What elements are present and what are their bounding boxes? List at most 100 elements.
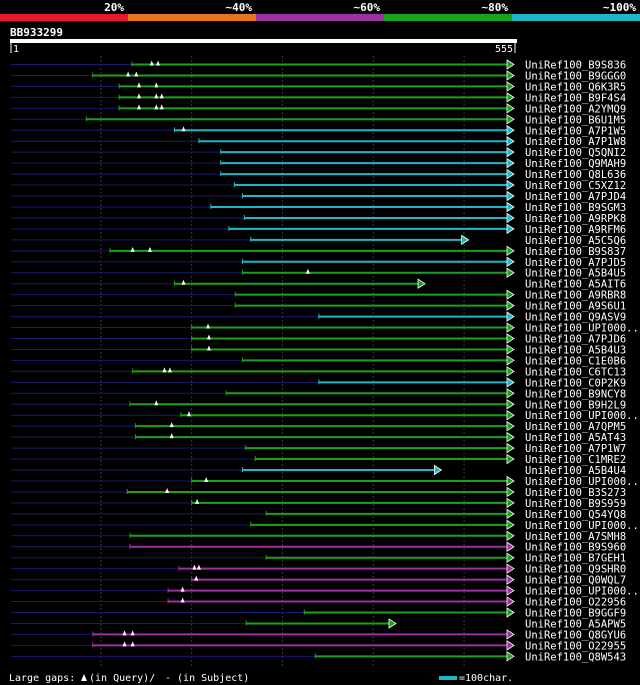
hit-row: UniRef100_A2YMQ9 — [11, 103, 626, 115]
hit-row: UniRef100_UPI000... — [11, 585, 640, 598]
hit-row: UniRef100_A7PJD5 — [11, 256, 626, 269]
hit-label: UniRef100_A7SMH8 — [525, 531, 626, 543]
query-gap-marker — [137, 82, 142, 88]
hit-arrow — [506, 640, 515, 651]
hit-label: UniRef100_B9SGM3 — [525, 202, 626, 214]
hit-arrow — [506, 267, 515, 278]
legend-bar-3 — [384, 14, 512, 21]
query-gap-marker — [159, 104, 164, 110]
hit-arrow — [506, 70, 515, 81]
hit-row: UniRef100_Q8W543 — [11, 651, 626, 663]
hit-arrow — [506, 256, 515, 268]
hit-arrow — [506, 114, 515, 125]
query-gap-marker — [169, 433, 174, 439]
hit-row: UniRef100_B7GEH1 — [11, 552, 626, 565]
hit-label: UniRef100_B9S836 — [525, 60, 626, 72]
hit-arrow — [506, 289, 515, 300]
query-gap-marker — [149, 60, 154, 66]
legend-label-2: ~60% — [354, 1, 381, 14]
query-gap-marker — [162, 367, 167, 373]
hit-row: UniRef100_C6TC13 — [11, 366, 626, 378]
hit-arrow — [506, 146, 515, 158]
hit-arrow — [506, 179, 515, 191]
hit-arrow — [506, 475, 515, 487]
hit-label: UniRef100_C1E0B6 — [525, 355, 626, 367]
query-gap-marker — [130, 641, 135, 647]
hit-arrow — [506, 322, 515, 333]
hit-arrow — [417, 278, 426, 289]
hit-arrow — [506, 311, 515, 322]
hit-label: UniRef100_Q8L636 — [525, 169, 626, 181]
legend-bar-1 — [128, 14, 256, 21]
query-ruler: 1 555 — [10, 39, 517, 55]
legend-bar-4 — [512, 14, 640, 21]
query-gap-marker — [126, 71, 131, 77]
hit-row: UniRef100_UPI000... — [11, 475, 640, 488]
query-gap-marker — [206, 323, 211, 329]
hit-arrow — [506, 223, 515, 235]
hit-row: UniRef100_A5AT43 — [11, 431, 626, 444]
hit-label: UniRef100_Q9SHR0 — [525, 564, 626, 576]
hit-row: UniRef100_B9H2L9 — [11, 399, 626, 411]
hit-label: UniRef100_B9NCY8 — [525, 388, 626, 400]
hit-arrow — [506, 607, 515, 618]
hit-label: UniRef100_A5B4U3 — [525, 344, 626, 356]
hit-label: UniRef100_A7P1W8 — [525, 136, 626, 148]
hit-arrow — [506, 399, 515, 410]
hit-row: UniRef100_UPI000... — [11, 409, 640, 422]
hit-row: UniRef100_Q9ASV9 — [11, 311, 626, 324]
hit-row: UniRef100_A9RFM6 — [11, 223, 626, 236]
scale-bar — [439, 676, 457, 680]
query-name: BB933299 — [10, 26, 63, 39]
query-gap-marker — [192, 564, 197, 570]
legend-label-0: 20% — [104, 1, 124, 14]
hit-row: UniRef100_Q8GYU6 — [11, 629, 626, 641]
hit-label: UniRef100_C1MRE2 — [525, 454, 626, 466]
hit-label: UniRef100_A7P1W5 — [525, 125, 626, 137]
hit-label: UniRef100_B3S273 — [525, 487, 626, 499]
hit-row: UniRef100_A5B4U3 — [11, 344, 626, 356]
hit-arrow — [506, 355, 515, 366]
hit-label: UniRef100_C6TC13 — [525, 366, 626, 378]
hit-row: UniRef100_B9NCY8 — [11, 388, 626, 400]
hit-label: UniRef100_B9GGF9 — [525, 608, 626, 620]
legend-label-1: ~40% — [226, 1, 253, 14]
query-gap-marker — [305, 268, 310, 274]
query-gap-marker — [181, 279, 186, 285]
hit-arrow — [506, 157, 515, 169]
hit-row: UniRef100_Q8L636 — [11, 168, 626, 181]
hit-arrow — [506, 541, 515, 552]
hit-label: UniRef100_Q9MAH9 — [525, 158, 626, 170]
hit-row: UniRef100_B9GGG0 — [11, 70, 626, 82]
hit-row: UniRef100_A5B4U5 — [11, 267, 626, 280]
hit-arrow — [506, 552, 515, 563]
hit-row: UniRef100_B9S960 — [11, 541, 626, 554]
hit-row: UniRef100_A7P1W8 — [11, 135, 626, 148]
hit-label: UniRef100_A7QPM5 — [525, 421, 626, 433]
ruler-start: 1 — [13, 44, 19, 55]
hit-label: UniRef100_B9S837 — [525, 246, 626, 258]
hit-arrow — [506, 81, 515, 92]
hit-row: UniRef100_B3S273 — [11, 486, 626, 499]
hit-label: UniRef100_B9S960 — [525, 542, 626, 554]
hit-row: UniRef100_A9S6U1 — [11, 300, 626, 313]
hit-arrow — [506, 103, 515, 114]
hit-arrow — [433, 464, 443, 476]
hit-row: UniRef100_A5C5Q6 — [11, 234, 626, 247]
hit-label: UniRef100_C5XZ12 — [525, 180, 626, 192]
hit-row: UniRef100_B9S836 — [11, 59, 626, 72]
query-gap-marker — [154, 82, 159, 88]
legend-label-4: ~100% — [603, 1, 636, 14]
hit-label: UniRef100_B7GEH1 — [525, 553, 626, 565]
query-gap-marker — [159, 93, 164, 99]
hit-label: UniRef100_UPI000... — [525, 323, 640, 335]
query-gap-marker — [154, 93, 159, 99]
hit-row: UniRef100_A5B4U4 — [11, 464, 626, 477]
hit-arrow — [506, 519, 515, 531]
hit-label: UniRef100_Q54YQ8 — [525, 509, 626, 521]
query-gap-marker — [195, 498, 200, 504]
hit-label: UniRef100_A2YMQ9 — [525, 103, 626, 115]
hit-arrow — [506, 563, 515, 574]
query-gap-marker — [122, 630, 127, 636]
